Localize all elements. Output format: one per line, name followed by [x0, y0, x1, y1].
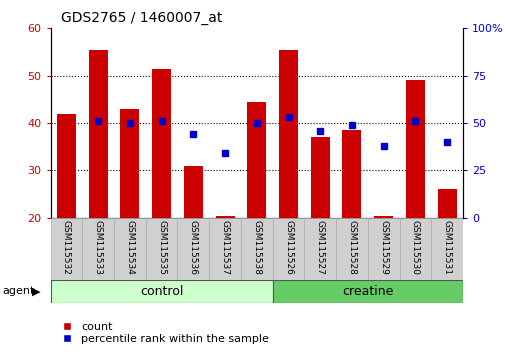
Text: GSM115531: GSM115531 [442, 219, 451, 275]
Bar [88, 50, 108, 218]
Bar [152, 69, 171, 218]
Text: ▶: ▶ [32, 286, 40, 296]
Bar [278, 50, 297, 218]
Text: GSM115529: GSM115529 [378, 219, 387, 274]
Text: GSM115537: GSM115537 [220, 219, 229, 275]
Text: creatine: creatine [341, 285, 393, 298]
Bar [183, 166, 203, 218]
Bar [430, 218, 462, 280]
Bar [247, 102, 266, 218]
Bar [437, 189, 456, 218]
Text: GSM115538: GSM115538 [252, 219, 261, 275]
Text: GSM115533: GSM115533 [93, 219, 103, 275]
Text: GSM115530: GSM115530 [410, 219, 419, 275]
Text: GSM115532: GSM115532 [62, 219, 71, 274]
Text: agent: agent [3, 286, 35, 296]
Bar [82, 218, 114, 280]
Bar [50, 280, 272, 303]
Bar [215, 216, 234, 218]
Text: control: control [140, 285, 183, 298]
Text: GSM115535: GSM115535 [157, 219, 166, 275]
Bar [310, 137, 329, 218]
Bar [405, 80, 424, 218]
Text: GSM115534: GSM115534 [125, 219, 134, 274]
Text: GDS2765 / 1460007_at: GDS2765 / 1460007_at [61, 11, 222, 25]
Bar [50, 218, 82, 280]
Bar [367, 218, 399, 280]
Bar [145, 218, 177, 280]
Bar [177, 218, 209, 280]
Text: GSM115528: GSM115528 [347, 219, 356, 274]
Bar [399, 218, 430, 280]
Text: GSM115526: GSM115526 [283, 219, 292, 274]
Bar [57, 114, 76, 218]
Text: GSM115536: GSM115536 [188, 219, 197, 275]
Bar [209, 218, 240, 280]
Bar [240, 218, 272, 280]
Bar [120, 109, 139, 218]
Bar [272, 280, 462, 303]
Bar [342, 130, 361, 218]
Bar [373, 216, 392, 218]
Bar [335, 218, 367, 280]
Bar [114, 218, 145, 280]
Bar [272, 218, 304, 280]
Bar [304, 218, 335, 280]
Legend: count, percentile rank within the sample: count, percentile rank within the sample [51, 317, 273, 348]
Text: GSM115527: GSM115527 [315, 219, 324, 274]
